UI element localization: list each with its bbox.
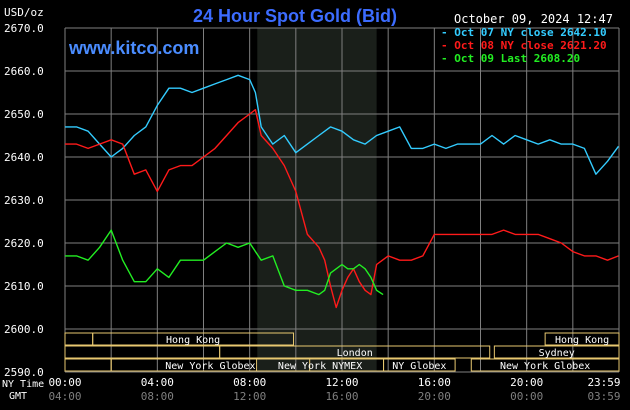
market-session-label: New York Globex (500, 361, 590, 372)
y-tick-label: 2650.0 (4, 108, 44, 121)
legend-entry: - Oct 09 Last 2608.20 (441, 52, 580, 65)
y-tick-label: 2630.0 (4, 194, 44, 207)
y-tick-label: 2640.0 (4, 151, 44, 164)
y-tick-label: 2590.0 (4, 366, 44, 379)
chart-series (65, 74, 620, 309)
series-line-3 (65, 229, 384, 296)
x-tick-label-gmt: 03:59 (587, 390, 620, 403)
x-tick-label-ny: 04:00 (141, 376, 174, 389)
market-session-label: New York NYMEX (278, 361, 362, 372)
chart-legend: - Oct 07 NY close 2642.10- Oct 08 NY clo… (441, 26, 607, 65)
x-tick-label-gmt: 12:00 (233, 390, 266, 403)
market-session-box (110, 358, 311, 372)
market-session-bars: Hong Kong London New York Globex New York N… (64, 332, 620, 372)
x-tick-label-ny: 23:59 (587, 376, 620, 389)
market-session-box (493, 345, 620, 359)
x-tick-label-gmt: 04:00 (48, 390, 81, 403)
series-line-2 (65, 108, 619, 309)
chart-grid (64, 27, 620, 373)
x-tick-label-ny: 20:00 (510, 376, 543, 389)
x-tick-label-gmt: 00:00 (510, 390, 543, 403)
market-session-label: NY Globex (392, 361, 446, 372)
y-tick-label: 2610.0 (4, 280, 44, 293)
market-session-box (383, 358, 456, 372)
series-line-1 (65, 74, 620, 175)
y-tick-label: 2600.0 (4, 323, 44, 336)
timestamp: October 09, 2024 12:47 (454, 12, 613, 26)
market-session-label: Hong Kong (555, 335, 609, 346)
market-session-label: New York Globex (165, 361, 255, 372)
market-session-label: London (337, 348, 373, 359)
x-tick-label-gmt: 16:00 (325, 390, 358, 403)
market-session-label: Hong Kong (166, 335, 220, 346)
gmt-label: GMT (9, 391, 27, 402)
x-tick-label-gmt: 08:00 (141, 390, 174, 403)
market-session-box (470, 358, 620, 372)
ny-time-label: NY Time (2, 379, 44, 390)
x-axis-ticks: 00:00 04:00 08:00 12:00 16:00 20:00 23:5904:00… (48, 376, 620, 403)
x-tick-label-ny: 16:00 (418, 376, 451, 389)
y-tick-label: 2660.0 (4, 65, 44, 78)
x-tick-label-ny: 00:00 (48, 376, 81, 389)
unit-label: USD/oz (4, 6, 44, 19)
y-tick-label: 2670.0 (4, 22, 44, 35)
x-tick-label-ny: 12:00 (325, 376, 358, 389)
legend-entry: - Oct 07 NY close 2642.10 (441, 26, 607, 39)
market-session-box (219, 345, 491, 359)
y-tick-label: 2620.0 (4, 237, 44, 250)
x-tick-label-gmt: 20:00 (418, 390, 451, 403)
chart-title: 24 Hour Spot Gold (Bid) (193, 6, 397, 26)
market-session-label: Sydney (539, 348, 575, 359)
y-axis-ticks: 2670.0 2660.0 2650.0 2640.0 2630.0 2620.0 2610… (4, 22, 44, 379)
x-tick-label-ny: 08:00 (233, 376, 266, 389)
market-session-box (92, 332, 295, 346)
market-session-box (544, 332, 620, 346)
site-watermark[interactable]: www.kitco.com (68, 38, 199, 58)
legend-entry: - Oct 08 NY close 2621.20 (441, 39, 607, 52)
